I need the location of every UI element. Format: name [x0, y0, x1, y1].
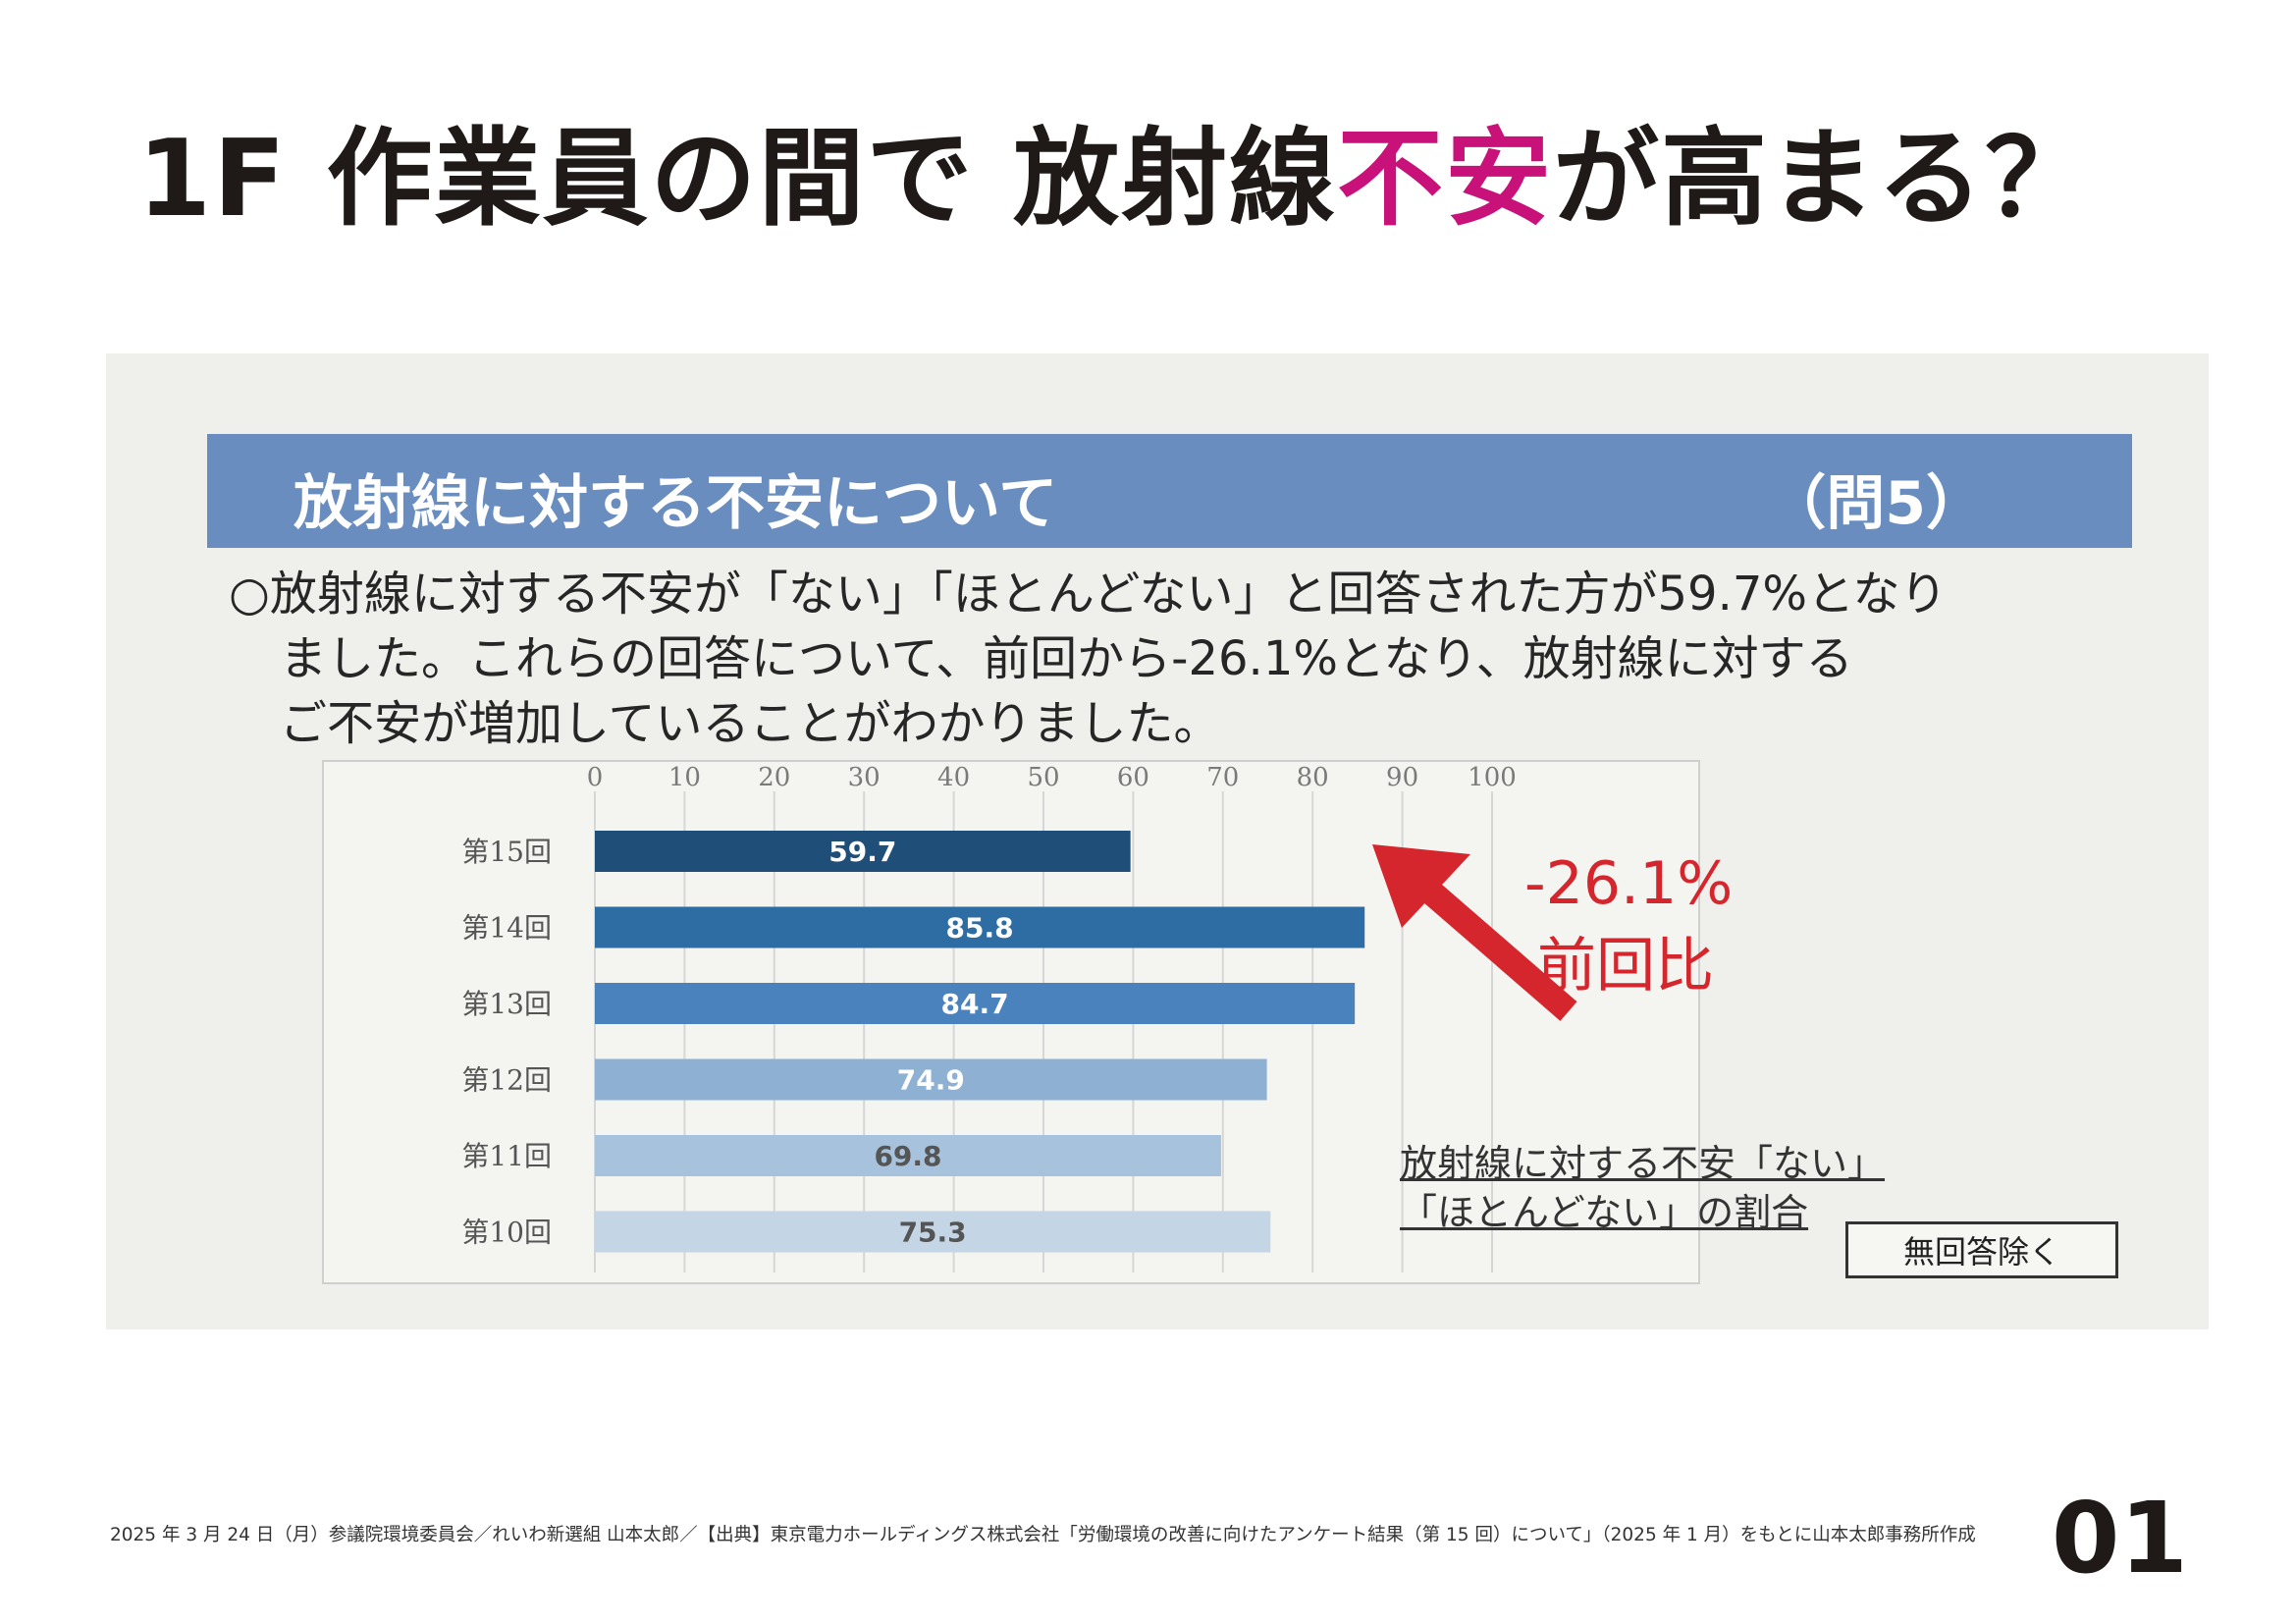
- x-tick-label: 0: [587, 763, 604, 792]
- data-label: 59.7: [828, 836, 896, 868]
- data-label: 69.8: [874, 1140, 941, 1172]
- banner-title: 放射線に対する不安について: [294, 469, 1058, 538]
- category-label: 第11回: [461, 1140, 552, 1172]
- description-line-3: ご不安が増加していることがわかりました。: [280, 696, 1221, 751]
- chart-plot-area: 0 10 20 30 40 50 60 70 80 90 100 第15回 59.7 第14回 85.8 第1…: [322, 760, 1700, 1284]
- category-label: 第12回: [461, 1064, 552, 1097]
- page-number: 01: [2051, 1481, 2188, 1596]
- page-title: 1F 作業員の間で 放射線不安が高まる？: [137, 116, 2093, 244]
- up-arrow-icon: [1372, 844, 1577, 1021]
- bar: [595, 983, 1356, 1024]
- change-label: 前回比: [1537, 932, 1714, 1001]
- bar: [595, 1211, 1271, 1253]
- category-label: 第13回: [461, 988, 552, 1020]
- category-label: 第10回: [461, 1217, 552, 1249]
- bar-chart: 0 10 20 30 40 50 60 70 80 90 100 第15回 59.7 第14回 85.8 第1…: [461, 763, 1517, 1272]
- title-accent: 不安: [1337, 118, 1554, 241]
- description-line-2: ました。これらの回答について、前回から-26.1%となり、放射線に対する: [280, 631, 1853, 686]
- description: ○放射線に対する不安が「ない」「ほとんどない」と回答された方が59.7%となりま…: [229, 562, 2172, 756]
- data-label: 75.3: [899, 1217, 967, 1249]
- legend-note-line-1: 放射線に対する不安「ない」: [1400, 1142, 1886, 1185]
- x-tick-label: 100: [1468, 763, 1517, 792]
- slide-panel: 放射線に対する不安について （問5） ○放射線に対する不安が「ない」「ほとんどな…: [106, 353, 2209, 1329]
- bar: [595, 1135, 1221, 1176]
- category-label: 第15回: [461, 836, 552, 868]
- bar: [595, 1058, 1267, 1101]
- change-percent: -26.1%: [1524, 849, 1734, 918]
- title-part-2: が高まる？: [1553, 118, 2094, 241]
- data-label: 84.7: [941, 988, 1009, 1020]
- title-part-1: 1F 作業員の間で 放射線: [137, 118, 1338, 241]
- section-banner: 放射線に対する不安について （問5）: [207, 434, 2132, 548]
- x-tick-label: 90: [1386, 763, 1418, 792]
- footer-source: 2025 年 3 月 24 日（月）参議院環境委員会／れいわ新選組 山本太郎／【…: [110, 1525, 1976, 1545]
- legend-note: 放射線に対する不安「ない」 「ほとんどない」の割合: [1400, 1139, 1885, 1237]
- bar: [595, 831, 1131, 872]
- x-tick-label: 50: [1027, 763, 1059, 792]
- x-tick-label: 80: [1297, 763, 1329, 792]
- data-label: 85.8: [946, 912, 1014, 945]
- no-answer-badge: 無回答除く: [1845, 1221, 2118, 1278]
- legend-note-line-2: 「ほとんどない」の割合: [1400, 1191, 1809, 1234]
- bar: [595, 906, 1365, 948]
- x-tick-label: 70: [1206, 763, 1239, 792]
- x-tick-label: 10: [668, 763, 701, 792]
- x-tick-label: 20: [758, 763, 790, 792]
- banner-question-number: （問5）: [1767, 469, 1985, 538]
- description-line-1: ○放射線に対する不安が「ない」「ほとんどない」と回答された方が59.7%となり: [229, 567, 1948, 622]
- x-tick-label: 40: [937, 763, 970, 792]
- data-label: 74.9: [897, 1064, 965, 1097]
- category-label: 第14回: [461, 912, 552, 945]
- x-tick-label: 60: [1117, 763, 1149, 792]
- x-tick-label: 30: [848, 763, 881, 792]
